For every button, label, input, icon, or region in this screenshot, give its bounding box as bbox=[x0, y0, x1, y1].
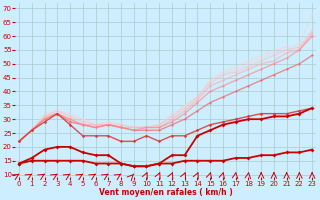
X-axis label: Vent moyen/en rafales ( km/h ): Vent moyen/en rafales ( km/h ) bbox=[99, 188, 232, 197]
